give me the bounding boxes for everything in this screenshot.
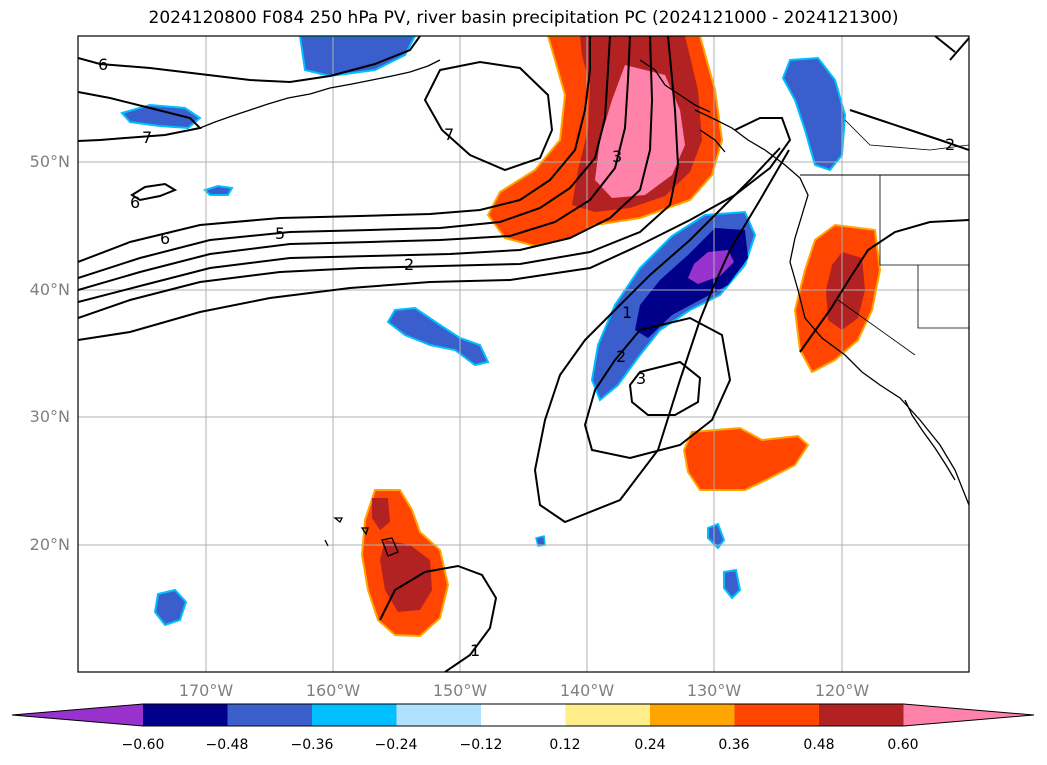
pv-label: 7 [142,128,152,147]
lon-label: 120°W [814,681,870,700]
state-borders [837,119,969,356]
colorbar-segment [481,704,566,726]
precip-negative-offshore-core [688,250,734,284]
precip-negative-midpacific [386,306,490,367]
pv-label: 2 [404,255,414,274]
precip-negative-small-2 [707,522,726,550]
pv-contour-jet-3 [78,36,631,291]
pv-label: 2 [945,135,955,154]
baja-coast [904,399,956,481]
colorbar-extend-max [903,704,1034,726]
pv-label: 6 [130,193,140,212]
pv-label: 6 [98,55,108,74]
colorbar-segment [650,704,735,726]
pv-label: 1 [622,303,632,322]
pv-label: 6 [160,229,170,248]
pv-contour-jet-6 [78,117,792,341]
pv-contour-7-loop [423,60,554,172]
pv-contour-trough-inner-3 [628,360,702,416]
pv-contour-hawaii-1 [379,564,498,672]
pv-contour-jet-2 [78,36,611,279]
precip-positive-subtropical [682,426,810,491]
colorbar-tick-label: 0.24 [634,737,666,753]
colorbar-segment [312,704,397,726]
lon-label: 140°W [559,681,615,700]
north-america-coast [694,109,969,506]
map-frame [77,35,970,673]
precip-negative-bc-coast [781,56,847,172]
coastlines [199,59,969,557]
colorbar-segment [143,704,228,726]
colorbar-segment [565,704,651,726]
precip-negative-small-3 [723,568,742,600]
precip-positive-pnw-core [595,65,685,198]
aleutian-islands [199,59,441,129]
colorbar-segment [227,704,313,726]
colorbar-tick-label: −0.36 [290,737,334,753]
colorbar-tick-label: −0.60 [121,737,165,753]
precip-shading-layer [120,36,882,638]
pv-label: 1 [470,641,480,660]
colorbar [11,703,1035,727]
colorbar-segment [396,704,482,726]
colorbar-segment [819,704,904,726]
precip-negative-small-1 [203,184,234,196]
pv-contour-trough-outer [533,147,790,524]
colorbar-tick-label: 0.48 [803,737,835,753]
colorbar-extend-min [12,704,143,726]
pv-contour-jet-5 [78,36,680,319]
colorbar-tick-label: 0.36 [718,737,750,753]
pv-label: 5 [275,224,285,243]
lon-label: 160°W [305,681,361,700]
pv-contour-jet-1 [78,36,591,263]
precip-negative-southwest [153,588,188,627]
pv-contour-trough-east [799,219,969,353]
pv-label: 2 [616,347,626,366]
pv-label: 3 [612,147,622,166]
lat-label: 20°N [29,535,70,554]
hawaii-islands [324,517,399,557]
colorbar-tick-label: −0.12 [459,737,503,753]
pv-contour-jet-4 [78,36,654,303]
pv-contour-7-left [78,91,203,142]
lat-label: 50°N [29,152,70,171]
pv-contour-6-small [130,182,178,202]
lon-label: 150°W [432,681,488,700]
colorbar-tick-label: 0.60 [887,737,919,753]
precip-negative-aleutian [120,103,202,130]
pv-contour-6-top [78,36,421,84]
colorbar-tick-label: −0.24 [374,737,418,753]
pv-contours [78,36,969,672]
lon-label: 170°W [178,681,234,700]
colorbar-segment [734,704,820,726]
pv-contour-labels: 6 7 6 6 7 5 2 1 2 3 3 2 1 [98,55,955,660]
pv-label: 7 [444,125,454,144]
precip-negative-alaska-north [298,36,417,78]
pv-contour-ne-corner [849,36,969,151]
colorbar-outline [11,703,1035,727]
lon-label: 130°W [686,681,742,700]
colorbar-tick-label: 0.12 [549,737,581,753]
pv-label: 3 [636,369,646,388]
map-title: 2024120800 F084 250 hPa PV, river basin … [148,8,899,28]
colorbar-tick-label: −0.48 [205,737,249,753]
pv-contour-trough-inner-2 [583,316,732,460]
lat-label: 30°N [29,407,70,426]
lat-label: 40°N [29,280,70,299]
precip-positive-hawaii-core [372,498,432,612]
